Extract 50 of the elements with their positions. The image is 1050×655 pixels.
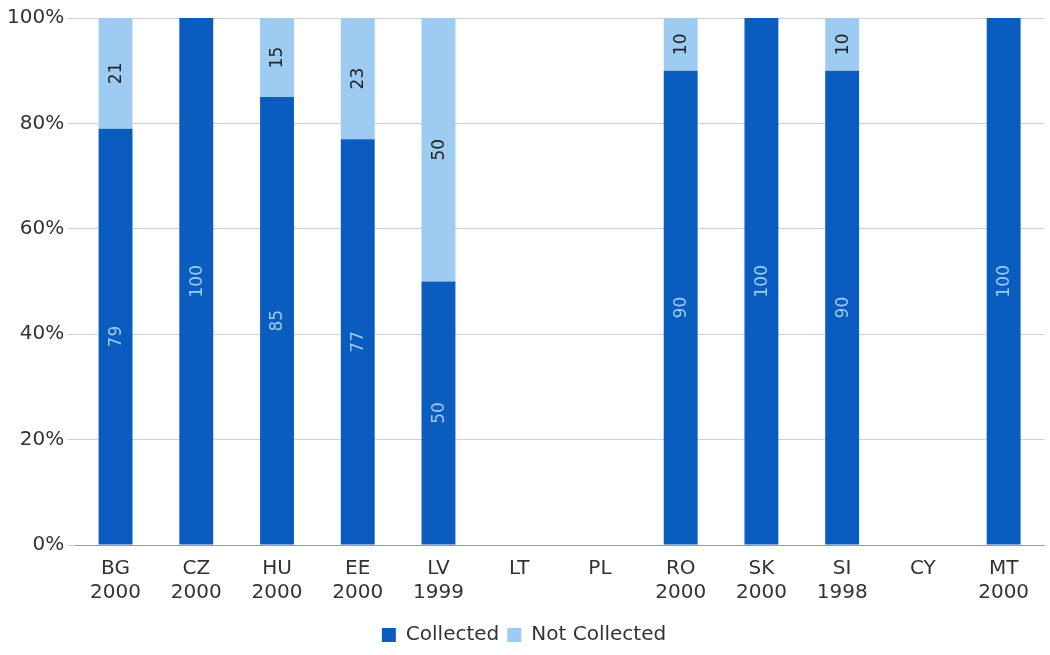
- bar: [825, 70, 860, 545]
- data-label: 100: [993, 265, 1014, 298]
- x-tick-label: HU 2000: [251, 555, 303, 604]
- data-label: 21: [104, 62, 125, 85]
- bar: [98, 18, 133, 129]
- x-tick-label: BG 2000: [90, 555, 141, 604]
- bar: [260, 18, 294, 98]
- y-tick-label: 80%: [19, 109, 65, 134]
- x-tick-label: LV 1999: [413, 555, 464, 604]
- data-label: 100: [185, 265, 206, 298]
- bar: [663, 70, 698, 545]
- data-label: 23: [347, 67, 368, 90]
- x-tick-label: RO 2000: [655, 555, 707, 604]
- x-tick-label: LT: [508, 555, 531, 580]
- data-label: 90: [670, 296, 691, 319]
- x-tick-label: CY: [909, 555, 937, 580]
- x-tick-label: MT 2000: [978, 555, 1030, 604]
- legend-label: Not Collected: [531, 621, 667, 646]
- data-label: 77: [347, 331, 368, 353]
- y-tick-label: 20%: [19, 425, 65, 450]
- bar: [825, 18, 860, 71]
- bar: [98, 128, 133, 545]
- data-label: 79: [104, 325, 125, 348]
- data-label: 50: [427, 138, 448, 161]
- x-tick-label: PL: [588, 555, 613, 580]
- data-label: 10: [831, 33, 852, 56]
- data-label: 15: [266, 46, 287, 69]
- y-tick-label: 40%: [19, 320, 65, 345]
- bar: [340, 18, 375, 140]
- bar: [260, 97, 294, 545]
- bar: [663, 18, 698, 71]
- data-label: 85: [266, 309, 287, 332]
- x-tick-label: SI 1998: [816, 555, 868, 604]
- data-label: 10: [670, 33, 691, 56]
- data-label: 90: [831, 296, 852, 319]
- bar: [179, 18, 214, 545]
- x-tick-label: EE 2000: [332, 555, 384, 604]
- bar: [340, 139, 375, 545]
- y-tick-label: 60%: [19, 215, 65, 239]
- bar: [744, 18, 779, 545]
- y-tick-label: 100%: [6, 4, 65, 29]
- data-label: 50: [427, 402, 448, 424]
- x-tick-label: SK 2000: [735, 555, 787, 604]
- bar: [986, 18, 1021, 545]
- legend-label: Collected: [405, 621, 500, 646]
- data-label: 100: [750, 265, 771, 298]
- bar: [421, 18, 456, 282]
- x-tick-label: CZ 2000: [170, 555, 222, 604]
- bar: [421, 281, 456, 545]
- y-tick-label: 0%: [32, 531, 65, 556]
